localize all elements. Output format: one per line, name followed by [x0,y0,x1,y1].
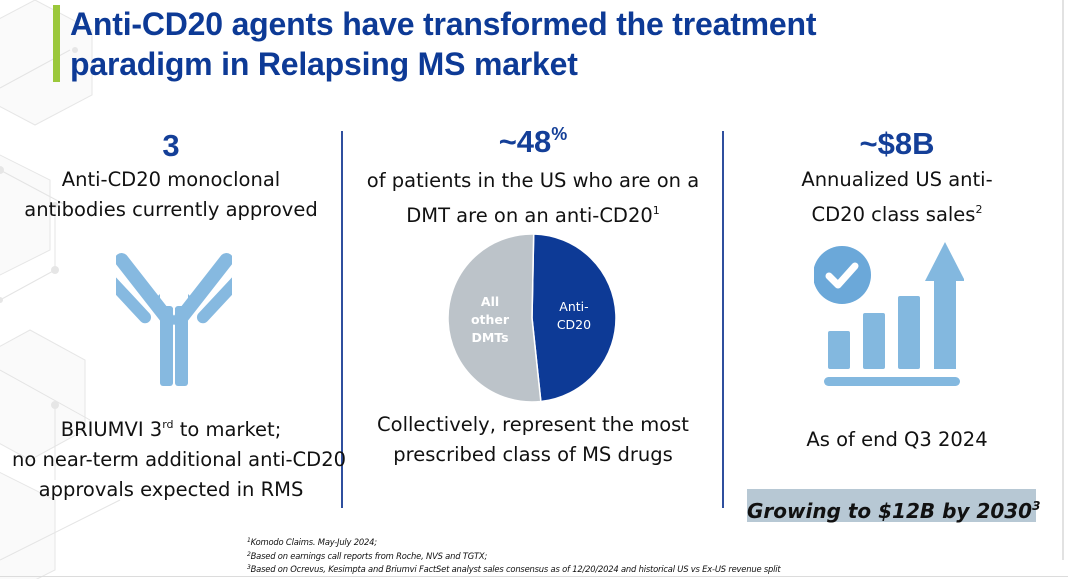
pie-slice-anti-cd20 [531,233,617,403]
description-line: Annualized US anti- [801,168,993,191]
growth-forecast-highlight: Growing to $12B by 20303 [747,489,1040,523]
ordinal-suffix: rd [162,418,174,431]
percent-sign: % [551,124,568,144]
as-of-date: As of end Q3 2024 [806,428,988,451]
pie-label-all-other-dmts: All other DMTs [471,294,510,345]
title-accent-bar [53,5,60,82]
slide-right-edge [1062,0,1064,560]
column-divider-left [341,131,343,508]
patient-share-description: of patients in the US who are on a DMT a… [352,166,714,231]
footnote-number: 1 [247,537,251,544]
slide-title: Anti-CD20 agents have transformed the tr… [70,4,817,84]
growth-chart-icon [814,242,964,386]
description-line: DMT are on an anti-CD201 [352,196,714,231]
briumvi-line-1: BRIUMVI 3rd to market; [12,410,330,445]
class-sales-stat: ~$8B [859,126,935,161]
dmt-share-pie-chart: Anti-CD20 All other DMTs [447,233,617,403]
briumvi-text: to market; [173,418,282,441]
title-line-2: paradigm in Relapsing MS market [70,46,578,82]
description-line: of patients in the US who are on a [366,169,700,192]
patient-share-stat: ~48% [352,116,714,160]
approved-count-description: Anti-CD20 monoclonal antibodies currentl… [12,165,330,225]
footnote-ref: 3 [1032,499,1041,513]
antibody-icon [116,253,232,386]
briumvi-line-3: approvals expected in RMS [38,478,304,501]
class-sales-description: Annualized US anti- CD20 class sales2 [732,165,1062,230]
slide-bottom-edge [0,576,1068,577]
pie-slice-all-other-dmts [447,233,542,403]
pie-label-anti-cd20: Anti-CD20 [557,299,591,332]
footnote-text: Based on Ocrevus, Kesimpta and Briumvi F… [250,564,781,574]
approved-count-stat: 3 [162,128,180,163]
description-text: DMT are on an anti-CD20 [406,204,653,227]
note-line: Collectively, represent the most [377,413,689,436]
description-line: Anti-CD20 monoclonal [61,168,281,191]
growth-forecast-text: Growing to $12B by 2030 [747,499,1033,523]
description-line: CD20 class sales2 [732,195,1062,230]
column-divider-right [722,131,724,508]
title-line-1: Anti-CD20 agents have transformed the tr… [70,6,817,42]
hexagon-background-pattern [0,0,121,579]
briumvi-text: BRIUMVI 3 [60,418,163,441]
description-line: antibodies currently approved [24,198,318,221]
footnote-number: 3 [247,564,251,571]
footnotes: 1Komodo Claims. May-July 2024; 2Based on… [247,535,781,576]
note-line: prescribed class of MS drugs [393,443,673,466]
briumvi-market-note: BRIUMVI 3rd to market; no near-term addi… [12,410,347,505]
footnote-3: 3Based on Ocrevus, Kesimpta and Briumvi … [247,562,781,576]
description-text: CD20 class sales [811,203,976,226]
footnote-ref: 1 [652,204,660,217]
footnote-number: 2 [247,550,251,558]
footnote-1: 1Komodo Claims. May-July 2024; [247,535,781,549]
footnote-2: 2Based on earnings call reports from Roc… [247,549,781,563]
briumvi-line-2: no near-term additional anti-CD20 [12,448,347,471]
footnote-ref: 2 [975,203,983,216]
most-prescribed-note: Collectively, represent the most prescri… [352,410,714,470]
footnote-text: Komodo Claims. May-July 2024; [250,537,377,547]
footnote-text: Based on earnings call reports from Roch… [250,550,488,561]
patient-share-value: ~48 [498,124,552,159]
